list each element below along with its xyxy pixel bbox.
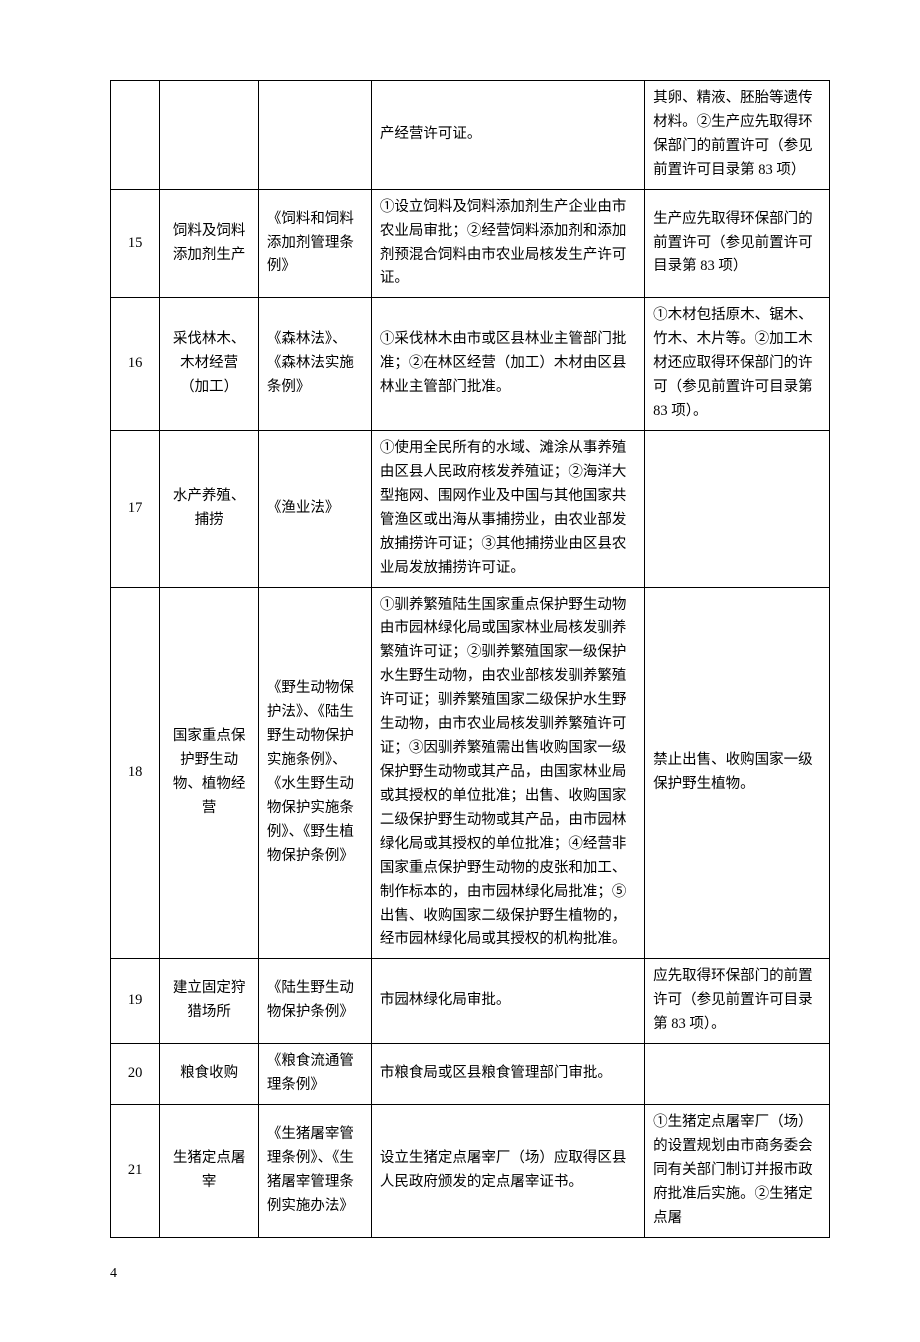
table-row: 17 水产养殖、捕捞 《渔业法》 ①使用全民所有的水域、滩涂从事养殖由区县人民政… <box>111 430 830 587</box>
row-name: 粮食收购 <box>160 1044 259 1105</box>
row-index <box>111 81 160 190</box>
row-index: 17 <box>111 430 160 587</box>
row-note <box>645 430 830 587</box>
row-note: 禁止出售、收购国家一级保护野生植物。 <box>645 587 830 959</box>
table-row: 18 国家重点保护野生动物、植物经营 《野生动物保护法》、《陆生野生动物保护实施… <box>111 587 830 959</box>
row-law: 《野生动物保护法》、《陆生野生动物保护实施条例》、《水生野生动物保护实施条例》、… <box>258 587 371 959</box>
row-law: 《森林法》、《森林法实施条例》 <box>258 298 371 431</box>
row-name: 采伐林木、木材经营（加工） <box>160 298 259 431</box>
row-index: 16 <box>111 298 160 431</box>
row-note: ①生猪定点屠宰厂（场）的设置规划由市商务委会同有关部门制订并报市政府批准后实施。… <box>645 1104 830 1237</box>
row-name: 生猪定点屠宰 <box>160 1104 259 1237</box>
row-note <box>645 1044 830 1105</box>
table-row: 15 饲料及饲料添加剂生产 《饲料和饲料添加剂管理条例》 ①设立饲料及饲料添加剂… <box>111 189 830 298</box>
table-row: 19 建立固定狩猎场所 《陆生野生动物保护条例》 市园林绿化局审批。 应先取得环… <box>111 959 830 1044</box>
row-index: 18 <box>111 587 160 959</box>
row-procedure: ①设立饲料及饲料添加剂生产企业由市农业局审批；②经营饲料添加剂和添加剂预混合饲料… <box>371 189 644 298</box>
row-law: 《陆生野生动物保护条例》 <box>258 959 371 1044</box>
row-name: 饲料及饲料添加剂生产 <box>160 189 259 298</box>
document-page: 产经营许可证。 其卵、精液、胚胎等遗传材料。②生产应先取得环保部门的前置许可（参… <box>0 0 920 1342</box>
row-name: 国家重点保护野生动物、植物经营 <box>160 587 259 959</box>
row-procedure: 设立生猪定点屠宰厂（场）应取得区县人民政府颁发的定点屠宰证书。 <box>371 1104 644 1237</box>
row-note: 应先取得环保部门的前置许可（参见前置许可目录第 83 项）。 <box>645 959 830 1044</box>
row-procedure: ①驯养繁殖陆生国家重点保护野生动物由市园林绿化局或国家林业局核发驯养繁殖许可证；… <box>371 587 644 959</box>
table-row: 产经营许可证。 其卵、精液、胚胎等遗传材料。②生产应先取得环保部门的前置许可（参… <box>111 81 830 190</box>
table-body: 产经营许可证。 其卵、精液、胚胎等遗传材料。②生产应先取得环保部门的前置许可（参… <box>111 81 830 1238</box>
row-law: 《生猪屠宰管理条例》、《生猪屠宰管理条例实施办法》 <box>258 1104 371 1237</box>
row-law: 《粮食流通管理条例》 <box>258 1044 371 1105</box>
row-index: 19 <box>111 959 160 1044</box>
table-row: 16 采伐林木、木材经营（加工） 《森林法》、《森林法实施条例》 ①采伐林木由市… <box>111 298 830 431</box>
row-note: 生产应先取得环保部门的前置许可（参见前置许可目录第 83 项） <box>645 189 830 298</box>
row-index: 21 <box>111 1104 160 1237</box>
row-law: 《渔业法》 <box>258 430 371 587</box>
row-law: 《饲料和饲料添加剂管理条例》 <box>258 189 371 298</box>
row-index: 20 <box>111 1044 160 1105</box>
row-note: ①木材包括原木、锯木、竹木、木片等。②加工木材还应取得环保部门的许可（参见前置许… <box>645 298 830 431</box>
table-row: 20 粮食收购 《粮食流通管理条例》 市粮食局或区县粮食管理部门审批。 <box>111 1044 830 1105</box>
row-name <box>160 81 259 190</box>
row-procedure: 产经营许可证。 <box>371 81 644 190</box>
row-name: 建立固定狩猎场所 <box>160 959 259 1044</box>
row-procedure: ①使用全民所有的水域、滩涂从事养殖由区县人民政府核发养殖证；②海洋大型拖网、围网… <box>371 430 644 587</box>
row-note: 其卵、精液、胚胎等遗传材料。②生产应先取得环保部门的前置许可（参见前置许可目录第… <box>645 81 830 190</box>
table-row: 21 生猪定点屠宰 《生猪屠宰管理条例》、《生猪屠宰管理条例实施办法》 设立生猪… <box>111 1104 830 1237</box>
row-index: 15 <box>111 189 160 298</box>
row-law <box>258 81 371 190</box>
page-number: 4 <box>110 1266 830 1282</box>
row-procedure: ①采伐林木由市或区县林业主管部门批准；②在林区经营（加工）木材由区县林业主管部门… <box>371 298 644 431</box>
row-procedure: 市粮食局或区县粮食管理部门审批。 <box>371 1044 644 1105</box>
row-name: 水产养殖、捕捞 <box>160 430 259 587</box>
regulation-table: 产经营许可证。 其卵、精液、胚胎等遗传材料。②生产应先取得环保部门的前置许可（参… <box>110 80 830 1238</box>
row-procedure: 市园林绿化局审批。 <box>371 959 644 1044</box>
